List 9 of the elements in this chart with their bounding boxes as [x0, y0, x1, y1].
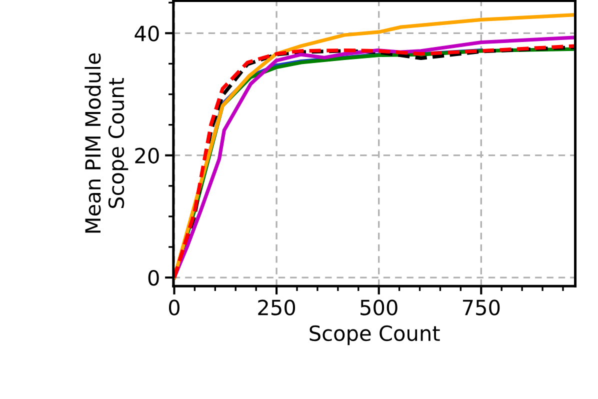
x-tick-label: 500: [360, 300, 398, 316]
x-tick-label: 0: [168, 300, 180, 316]
x-tick-label: 250: [258, 300, 296, 316]
y-tick-label: 40: [134, 26, 159, 42]
y-tick-label: 0: [148, 270, 159, 286]
x-axis-title: Scope Count: [310, 325, 440, 346]
y-tick-label: 20: [135, 148, 159, 164]
y-axis-title: Mean PIM Module Scope Count: [84, 53, 128, 233]
x-tick-label: 750: [462, 300, 500, 316]
